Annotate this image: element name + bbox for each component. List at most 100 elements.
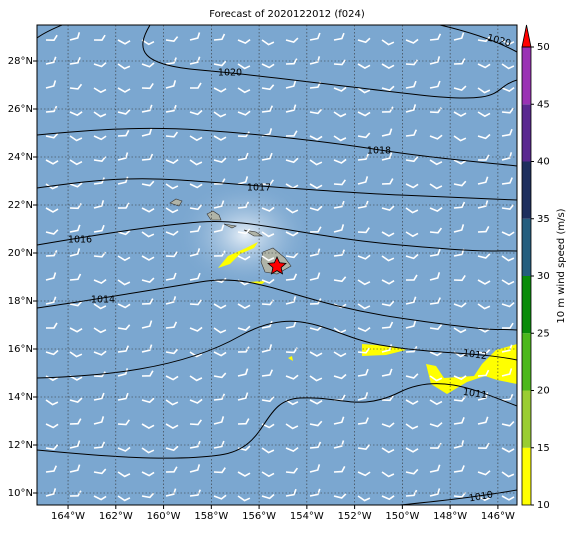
wind-barb (165, 36, 179, 42)
wind-barb (261, 396, 275, 403)
wind-barb (285, 130, 298, 137)
wind-barb (381, 422, 395, 428)
wind-barb (285, 296, 297, 305)
wind-barb (477, 348, 491, 355)
wind-barb (189, 183, 203, 189)
wind-barb (501, 322, 514, 329)
wind-barb (213, 494, 227, 500)
wind-barb (477, 36, 491, 43)
wind-barb (213, 303, 227, 309)
wind-barb (117, 495, 131, 502)
wind-barb (117, 471, 131, 478)
wind-barb (501, 204, 515, 210)
wind-barb (237, 228, 251, 235)
wind-barb (501, 495, 515, 501)
wind-barb (381, 178, 394, 185)
wind-barb (429, 488, 441, 497)
wind-barb (237, 87, 251, 94)
wind-barb (333, 440, 345, 449)
wind-barb (93, 416, 105, 425)
wind-barb (453, 302, 467, 308)
isobar-label: 1011 (462, 387, 487, 401)
wind-barb (69, 490, 82, 497)
wind-barb (69, 182, 83, 188)
wind-barb (237, 346, 250, 353)
wind-barb (477, 176, 489, 185)
wind-barb (381, 63, 395, 69)
wind-barb (45, 465, 58, 473)
wind-barb (165, 207, 179, 214)
wind-barb (237, 152, 249, 161)
wind-barb (285, 374, 299, 380)
colorbar-segment (522, 390, 531, 448)
wind-barb (477, 495, 491, 502)
wind-barb (237, 63, 251, 70)
wind-barb (381, 321, 394, 329)
wind-barb (69, 375, 83, 381)
isobar (399, 489, 517, 505)
wind-barb (477, 279, 491, 285)
wind-barb (165, 104, 177, 113)
wind-barb (285, 273, 298, 281)
wind-barb (165, 251, 178, 258)
wind-barb (141, 447, 155, 454)
lon-tick-label: 150°W (385, 511, 419, 522)
graticule (37, 25, 517, 505)
lon-tick-label: 164°W (51, 511, 85, 522)
colorbar-tick-label: 10 (537, 500, 550, 511)
wind-barb (453, 159, 467, 165)
isobar-labels: 1020 1020 1018 1017 1016 1014 1012 1011 … (68, 33, 512, 505)
wind-barb (261, 206, 275, 212)
wind-barb (45, 444, 59, 451)
wind-barb (237, 392, 249, 401)
wind-barb (429, 227, 443, 234)
colorbar-segment (522, 333, 531, 391)
wind-barb (357, 153, 370, 161)
location-star (267, 256, 287, 275)
wind-barb (333, 200, 345, 209)
wind-barb (237, 255, 251, 261)
wind-barb (261, 152, 273, 161)
wind-barb (333, 416, 345, 425)
wind-barb (357, 111, 371, 117)
wind-barb (237, 418, 250, 425)
wind-barb (501, 39, 515, 46)
wind-barb (381, 300, 395, 307)
wind-barb (477, 200, 489, 209)
wind-barb (165, 183, 179, 190)
wind-barb (381, 205, 395, 211)
wind-barb (285, 37, 299, 43)
wind-barb (453, 32, 465, 41)
wind-barb (285, 252, 299, 259)
wind-barb (477, 303, 491, 310)
wind-barb (429, 248, 441, 257)
lat-tick-label: 20°N (8, 248, 33, 259)
colorbar-tick-label: 15 (537, 443, 550, 454)
islands (169, 198, 292, 275)
wind-barb (93, 468, 107, 475)
wind-barb (405, 183, 419, 189)
wind-barb (261, 84, 275, 91)
colorbar-tick-label: 50 (537, 42, 550, 53)
wind-barb (189, 56, 201, 65)
wind-barb (45, 159, 59, 165)
wind-barb (333, 111, 347, 118)
wind-barb (453, 417, 465, 425)
wind-barb (93, 135, 107, 141)
wind-barb (213, 351, 227, 357)
wind-barb (309, 399, 323, 405)
wind-barb (381, 231, 395, 237)
wind-barb (165, 230, 179, 236)
wind-barb (429, 399, 443, 406)
wind-barb (309, 298, 322, 305)
wind-barb (429, 56, 441, 65)
wind-barb (285, 399, 299, 406)
wind-barb (309, 183, 323, 189)
wind-barb (477, 416, 489, 425)
wind-barb (261, 344, 273, 353)
wind-barb (45, 56, 57, 65)
wind-barb (117, 109, 131, 115)
wind-barb (237, 38, 251, 45)
wind-barb (357, 444, 371, 450)
wind-barb (405, 346, 418, 353)
